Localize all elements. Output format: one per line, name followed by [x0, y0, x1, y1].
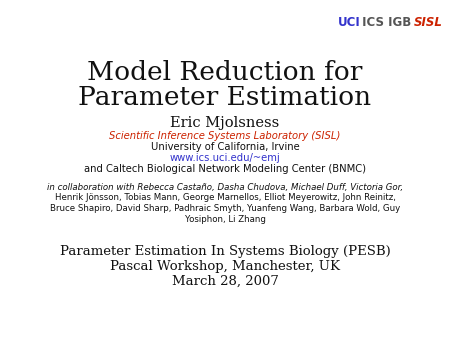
Text: Model Reduction for: Model Reduction for	[87, 60, 363, 85]
Text: in collaboration with Rebecca Castaño, Dasha Chudova, Michael Duff, Victoria Gor: in collaboration with Rebecca Castaño, D…	[47, 183, 403, 192]
Text: Parameter Estimation In Systems Biology (PESB): Parameter Estimation In Systems Biology …	[59, 245, 391, 258]
Text: Bruce Shapiro, David Sharp, Padhraic Smyth, Yuanfeng Wang, Barbara Wold, Guy: Bruce Shapiro, David Sharp, Padhraic Smy…	[50, 204, 400, 213]
Text: Henrik Jönsson, Tobias Mann, George Marnellos, Elliot Meyerowitz, John Reinitz,: Henrik Jönsson, Tobias Mann, George Marn…	[54, 193, 396, 202]
Text: UCI: UCI	[338, 16, 361, 29]
Text: University of California, Irvine: University of California, Irvine	[151, 142, 299, 152]
Text: Parameter Estimation: Parameter Estimation	[78, 85, 372, 110]
Text: and Caltech Biological Network Modeling Center (BNMC): and Caltech Biological Network Modeling …	[84, 164, 366, 174]
Text: Eric Mjolsness: Eric Mjolsness	[171, 116, 279, 130]
Text: ICS IGB: ICS IGB	[358, 16, 415, 29]
Text: Scientific Inference Systems Laboratory (SISL): Scientific Inference Systems Laboratory …	[109, 131, 341, 141]
Text: www.ics.uci.edu/~emj: www.ics.uci.edu/~emj	[170, 153, 280, 163]
Text: March 28, 2007: March 28, 2007	[171, 275, 279, 288]
Text: SISL: SISL	[414, 16, 443, 29]
Text: Yosiphon, Li Zhang: Yosiphon, Li Zhang	[184, 215, 266, 223]
Text: Pascal Workshop, Manchester, UK: Pascal Workshop, Manchester, UK	[110, 260, 340, 273]
